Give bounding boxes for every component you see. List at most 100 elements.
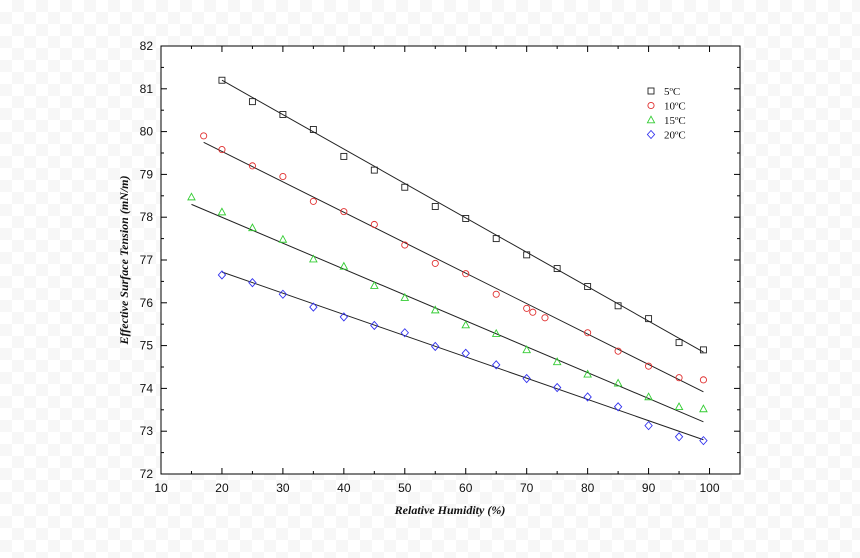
point-15c: [583, 369, 592, 378]
point-15c: [248, 223, 257, 232]
x-tick-label: 40: [337, 481, 351, 495]
point-5c: [401, 183, 409, 191]
point-15c: [430, 305, 440, 314]
point-10c: [218, 146, 226, 154]
point-15c: [369, 280, 379, 289]
point-20c: [431, 341, 440, 352]
legend-label-10c: 10ºC: [664, 101, 686, 113]
point-5c: [553, 265, 561, 273]
point-10c: [401, 241, 409, 249]
point-20c: [370, 320, 379, 331]
legend-label-5c: 5ºC: [664, 86, 680, 98]
x-tick-label: 60: [459, 481, 473, 495]
y-tick-label: 74: [140, 381, 154, 395]
point-5c: [492, 235, 500, 243]
y-tick-label: 82: [140, 39, 154, 53]
y-tick-label: 76: [140, 296, 154, 310]
point-15c: [644, 392, 653, 401]
point-5c: [614, 302, 622, 310]
point-15c: [400, 292, 410, 301]
point-10c: [529, 308, 537, 316]
point-20c: [522, 373, 531, 384]
x-tick-label: 50: [398, 481, 412, 495]
legend: 5ºC 10ºC 15ºC 20ºC: [630, 76, 692, 158]
point-15c: [278, 234, 288, 243]
point-15c: [309, 254, 318, 263]
point-15c: [699, 404, 708, 413]
y-tick-label: 78: [140, 210, 154, 224]
point-10c: [584, 329, 592, 337]
point-20c: [552, 382, 562, 393]
x-tick-label: 80: [581, 481, 595, 495]
y-axis-label: Effective Surface Tension (mN/m): [117, 176, 131, 346]
point-20c: [309, 302, 318, 312]
x-axis-label: Relative Humidity (%): [394, 503, 506, 517]
y-tick-label: 72: [140, 467, 154, 481]
point-15c: [461, 320, 471, 329]
point-5c: [248, 98, 256, 106]
point-10c: [523, 304, 531, 312]
point-5c: [645, 315, 653, 323]
fit-line-20c: [221, 271, 704, 441]
y-tick-label: 80: [140, 125, 154, 139]
y-tick-label: 81: [140, 82, 154, 96]
point-15c: [187, 192, 196, 201]
point-15c: [217, 207, 227, 216]
point-5c: [584, 283, 592, 290]
fit-line-10c: [203, 141, 704, 393]
point-10c: [462, 270, 470, 278]
point-20c: [674, 432, 684, 442]
legend-label-20c: 20ºC: [664, 130, 686, 142]
legend-marker-10c: [647, 101, 655, 110]
y-tick-label: 77: [140, 253, 154, 267]
y-tick-label: 75: [140, 339, 154, 353]
point-5c: [309, 126, 317, 133]
point-10c: [279, 172, 287, 181]
point-15c: [552, 357, 562, 366]
point-10c: [645, 362, 653, 370]
legend-marker-20c: [646, 129, 656, 140]
point-10c: [541, 314, 549, 322]
point-10c: [309, 197, 317, 205]
x-tick-label: 90: [642, 481, 656, 495]
point-5c: [370, 166, 378, 174]
legend-marker-5c: [647, 87, 655, 95]
point-15c: [522, 345, 532, 354]
point-5c: [279, 111, 287, 118]
point-20c: [248, 278, 257, 288]
point-5c: [462, 215, 470, 222]
point-20c: [278, 289, 288, 299]
point-10c: [431, 259, 439, 267]
point-5c: [431, 203, 439, 210]
point-5c: [675, 339, 683, 347]
y-tick-label: 73: [140, 424, 154, 438]
point-5c: [699, 346, 707, 354]
point-20c: [461, 348, 470, 358]
point-5c: [340, 152, 348, 160]
x-tick-label: 100: [700, 481, 720, 495]
axes: 10 20 30 40 50 60 70 80 90 100 72 73 74 75 76 77 78 79 80 8…: [140, 39, 740, 495]
point-15c: [491, 328, 501, 337]
point-20c: [339, 312, 349, 322]
point-10c: [675, 374, 683, 382]
point-15c: [613, 378, 623, 387]
x-tick-label: 10: [154, 481, 168, 495]
point-20c: [583, 392, 592, 402]
legend-box: [630, 76, 692, 158]
point-10c: [699, 376, 707, 384]
point-10c: [248, 162, 256, 170]
point-20c: [400, 328, 409, 338]
point-20c: [699, 435, 708, 446]
x-tick-label: 30: [276, 481, 290, 495]
point-5c: [523, 251, 531, 259]
point-10c: [370, 220, 378, 229]
x-tick-label: 70: [520, 481, 534, 495]
legend-marker-15c: [646, 115, 656, 124]
legend-label-15c: 15ºC: [664, 115, 686, 127]
y-tick-label: 79: [140, 167, 154, 181]
x-tick-label: 20: [215, 481, 229, 495]
point-20c: [217, 270, 227, 280]
point-10c: [200, 132, 208, 140]
point-20c: [644, 420, 653, 431]
